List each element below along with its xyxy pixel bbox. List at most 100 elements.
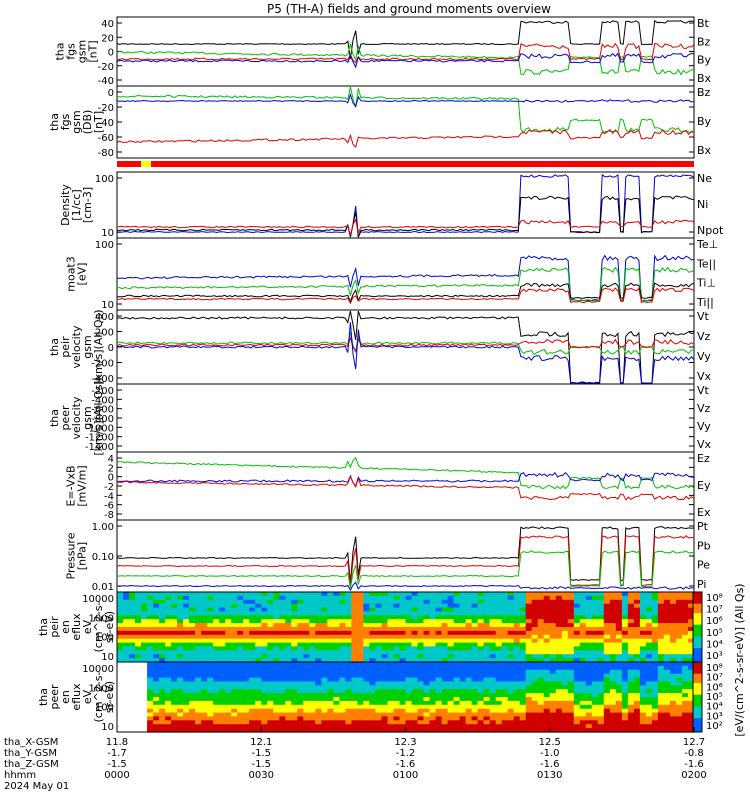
spectrogram-cell [471,638,479,644]
spectrogram-cell [597,619,605,624]
colorbar-swatch [693,594,702,598]
spectrogram-cell [225,716,232,721]
spectrogram-cell [219,700,226,706]
spectrogram-cell [255,630,262,636]
spectrogram-cell [585,728,593,733]
spectrogram-cell [483,681,491,686]
colorbar-swatch [693,636,702,640]
spectrogram-cell [315,716,322,721]
spectrogram-cell [189,700,196,706]
spectrogram-cell [357,592,364,597]
spectrogram-cell [651,611,659,616]
spectrogram-cell [633,611,641,616]
spectrogram-cell [519,627,527,632]
spectrogram-cell [339,642,346,648]
spectrogram-cell [279,638,286,644]
spectrogram-cell [357,642,364,648]
spectrogram-cell [489,712,497,718]
spectrogram-cell [411,728,419,733]
spectrogram-cell [225,627,232,632]
spectrogram-cell [573,607,581,613]
spectrogram-cell [633,634,641,640]
spectrogram-cell [231,619,238,624]
spectrogram-cell [627,704,635,710]
spectrogram-cell [501,728,509,733]
spectrogram-cell [129,603,136,609]
spectrogram-cell [117,634,124,640]
spectrogram-cell [207,689,214,694]
spectrogram-cell [393,724,401,729]
spectrogram-cell [682,728,689,733]
spectrogram-cell [297,595,304,601]
spectrogram-cell [243,630,250,636]
spectrogram-cell [123,677,130,682]
spectrogram-cell [682,693,689,698]
spectrogram-cell [381,650,389,655]
colorbar-tick-label: 10⁴ [706,702,723,713]
spectrogram-cell [387,700,395,706]
spectrogram-cell [231,724,238,729]
spectrogram-cell [591,615,599,620]
spectrogram-cell [171,720,178,725]
spectrogram-cell [345,658,352,663]
spectrogram-cell [153,642,160,648]
spectrogram-cell [243,720,250,725]
y-tick-label: 0.01 [92,582,114,593]
spectrogram-cell [249,595,256,601]
spectrogram-cell [591,627,599,632]
spectrogram-cell [297,673,304,679]
spectrogram-cell [345,673,352,679]
spectrogram-cell [267,611,274,616]
spectrogram-cell [495,704,503,710]
spectrogram-cell [123,611,130,616]
spectrogram-cell [513,673,521,679]
spectrogram-cell [645,658,653,663]
spectrogram-cell [135,623,142,628]
spectrogram-cell [663,611,671,616]
spectrogram-cell [357,673,364,679]
spectrogram-cell [165,673,172,679]
spectrogram-cell [285,627,292,632]
spectrogram-cell [621,634,629,640]
spectrogram-cell [591,595,599,601]
spectrogram-cell [201,662,208,667]
spectrogram-cell [483,677,491,683]
spectrogram-cell [315,654,322,659]
spectrogram-cell [381,728,389,733]
spectrogram-cell [603,646,611,651]
spectrogram-cell [393,720,401,725]
spectrogram-cell [621,619,629,624]
colorbar-swatch [693,615,702,619]
spectrogram-cell [189,693,196,698]
spectrogram-cell [555,599,563,605]
spectrogram-cell [627,654,635,659]
spectrogram-cell [483,654,491,659]
y-tick-label: 40 [101,19,114,30]
spectrogram-cell [309,607,316,613]
spectrogram-cell [375,615,382,620]
legend-entry: Pe [697,559,710,572]
spectrogram-cell [297,654,304,659]
spectrogram-cell [447,724,455,729]
spectrogram-cell [159,634,166,640]
spectrogram-cell [573,728,581,733]
spectrogram-cell [579,658,587,663]
spectrogram-cell [471,627,479,632]
spectrogram-cell [519,642,527,648]
spectrogram-cell [375,693,382,698]
x-tick-label: -1.0 [540,748,560,759]
spectrogram-cell [339,627,346,632]
spectrogram-cell [195,708,202,714]
spectrogram-cell [165,716,172,721]
spectrogram-cell [345,693,352,698]
spectrogram-cell [441,634,449,640]
spectrogram-cell [471,595,479,601]
spectrogram-cell [579,599,587,605]
spectrogram-cell [555,658,563,663]
spectrogram-cell [303,720,310,725]
spectrogram-cell [609,592,617,597]
spectrogram-cell [621,592,629,597]
y-tick-label: 20 [101,33,114,44]
spectrogram-cell [591,642,599,648]
spectrogram-cell [219,595,226,601]
